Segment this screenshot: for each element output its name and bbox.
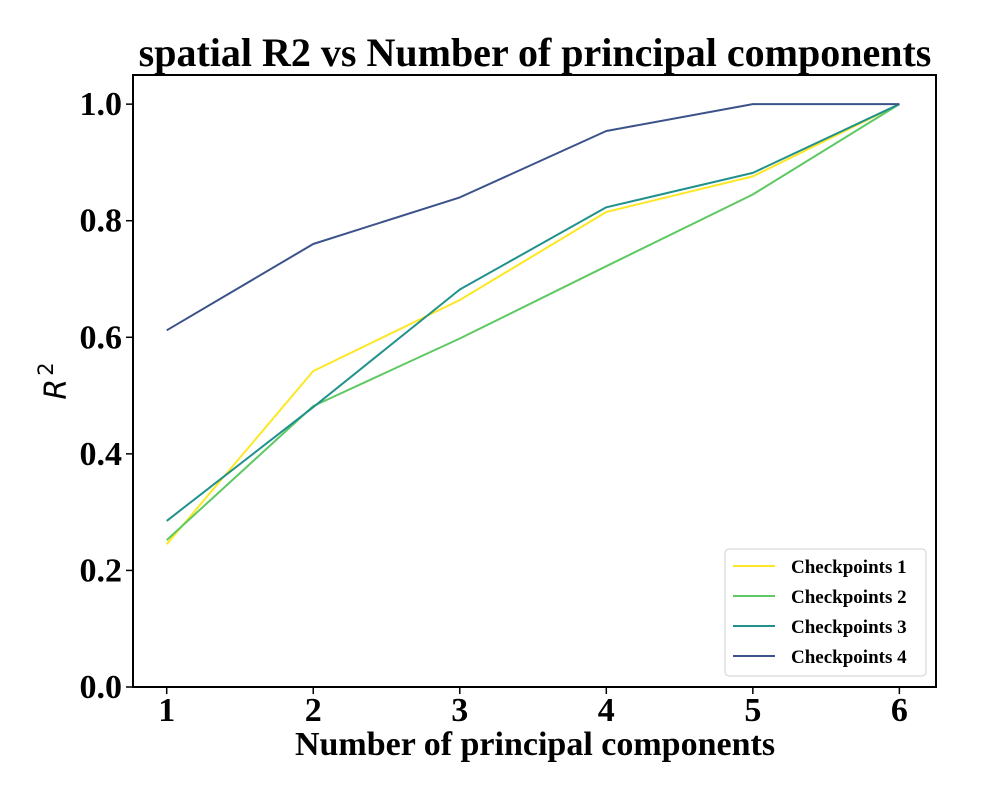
y-axis-label-sup: 2 — [34, 362, 58, 375]
y-tick-label: 0.8 — [80, 203, 123, 240]
series-line-3 — [166, 103, 900, 522]
x-tick-label: 1 — [158, 692, 175, 729]
y-tick-label: 0.4 — [80, 436, 123, 473]
y-tick-label: 1.0 — [80, 86, 123, 123]
series-line-4 — [166, 103, 900, 332]
legend-label-2: Checkpoints 2 — [791, 587, 907, 608]
x-axis-label: Number of principal components — [295, 726, 775, 763]
y-axis: 0.0 0.2 0.4 0.6 0.8 1.0 — [80, 86, 133, 706]
x-tick-label: 4 — [598, 692, 615, 729]
x-tick-label: 5 — [744, 692, 761, 729]
chart-title: spatial R2 vs Number of principal compon… — [139, 30, 932, 75]
legend-box — [724, 548, 927, 677]
x-tick-label: 6 — [891, 692, 908, 729]
series-line-2 — [166, 103, 900, 541]
y-tick-label: 0.2 — [80, 552, 123, 589]
series-line-1 — [165, 103, 900, 545]
plot-frame — [132, 74, 937, 688]
plot-area — [132, 74, 937, 688]
x-tick-label: 2 — [305, 692, 322, 729]
legend: Checkpoints 1 Checkpoints 2 Checkpoints 3 C… — [724, 548, 927, 677]
y-axis-label: R2 — [34, 362, 74, 399]
y-tick-label: 0.0 — [80, 669, 123, 706]
legend-label-4: Checkpoints 4 — [791, 647, 907, 668]
y-axis-label-base: R — [39, 379, 74, 400]
series-lines — [165, 103, 900, 545]
x-axis: 1 2 3 4 5 6 — [158, 687, 908, 729]
legend-label-3: Checkpoints 3 — [791, 617, 907, 638]
x-tick-label: 3 — [451, 692, 468, 729]
legend-label-1: Checkpoints 1 — [791, 557, 907, 578]
y-tick-label: 0.6 — [80, 319, 123, 356]
